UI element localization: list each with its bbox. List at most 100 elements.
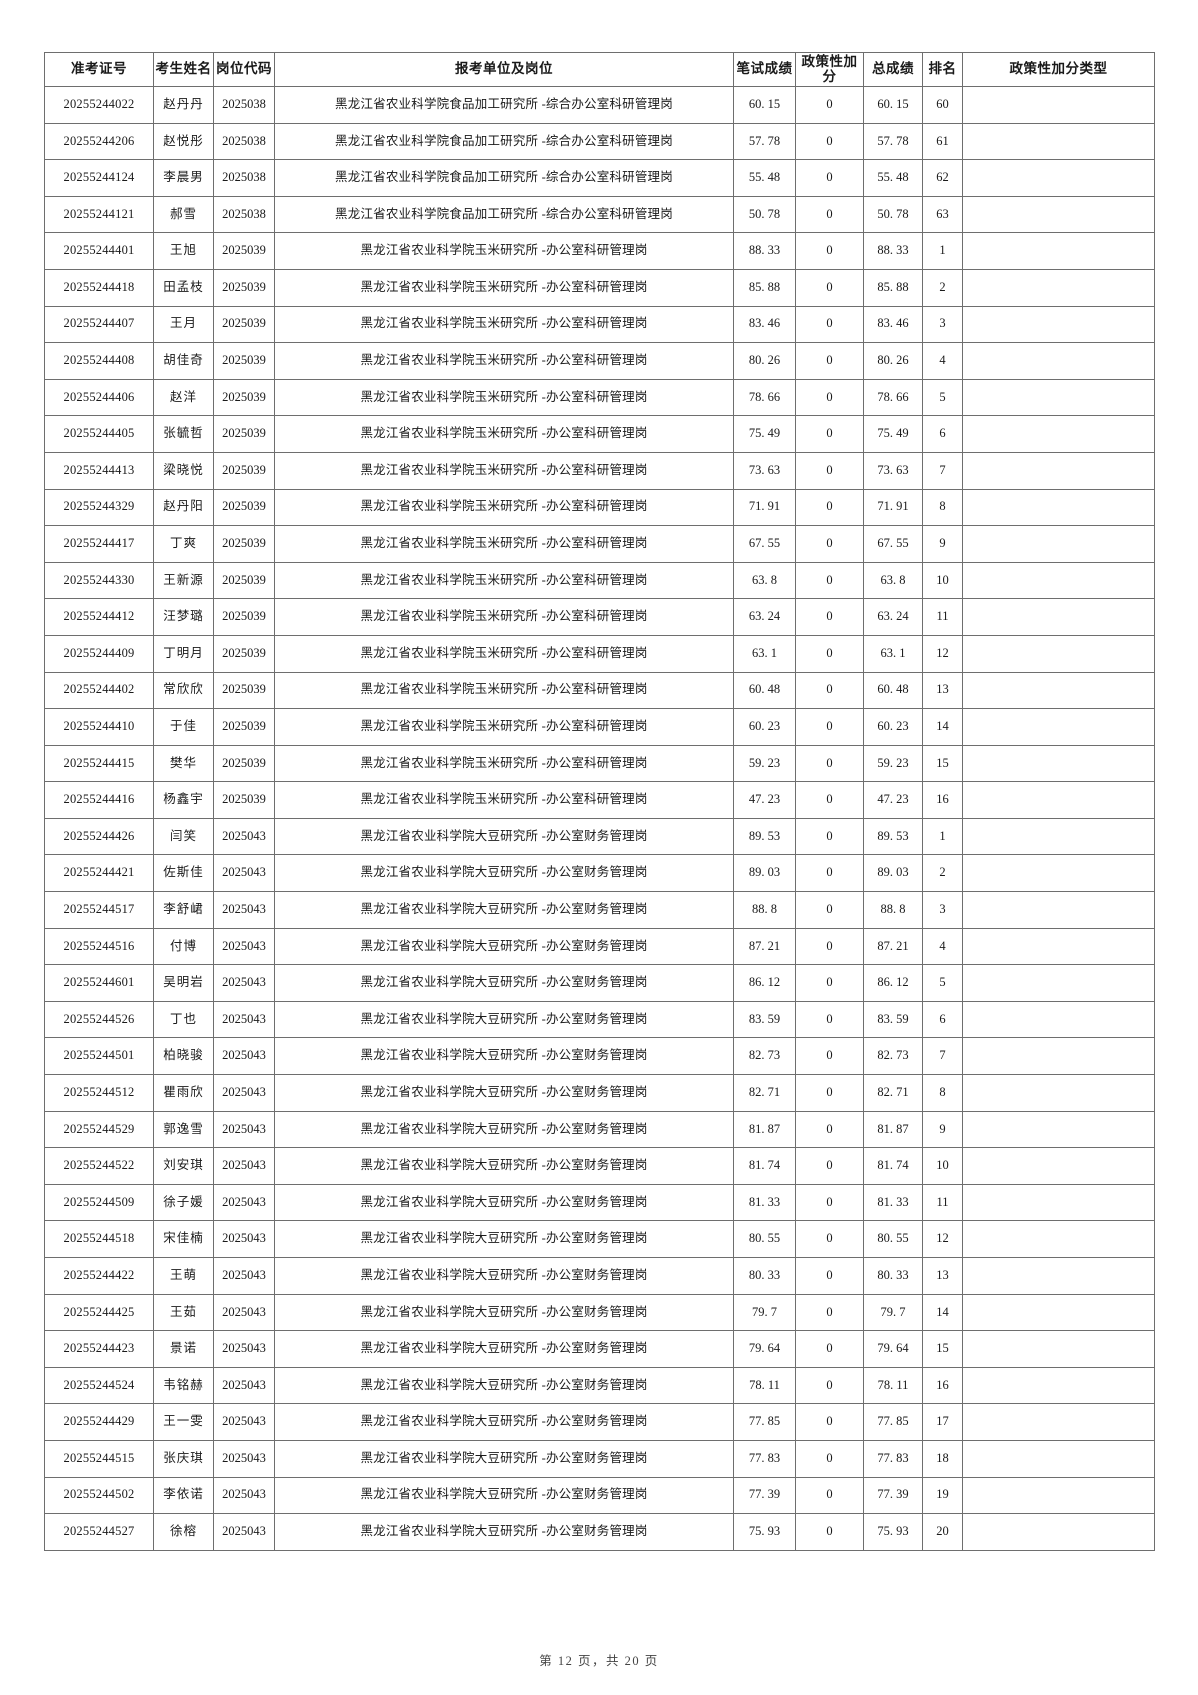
cell-admit-no: 20255244429 (44, 1403, 154, 1441)
cell-total-score: 77. 85 (863, 1403, 923, 1441)
cell-rank: 9 (922, 525, 963, 563)
cell-written-score: 85. 88 (733, 268, 796, 307)
cell-name: 郭逸雪 (153, 1110, 214, 1149)
table-row: 20255244502 李依诺 2025043 黑龙江省农业科学院大豆研究所 -办公室… (44, 1476, 1155, 1515)
cell-policy-bonus: 0 (795, 927, 864, 966)
cell-post-code: 2025039 (213, 451, 275, 490)
cell-total-score: 81. 74 (863, 1147, 923, 1185)
cell-post-code: 2025043 (213, 1183, 275, 1222)
cell-policy-type (962, 451, 1155, 490)
table-row: 20255244413 梁晓悦 2025039 黑龙江省农业科学院玉米研究所 -办公室… (44, 451, 1155, 490)
cell-written-score: 73. 63 (733, 451, 796, 490)
cell-rank: 13 (922, 1257, 963, 1295)
cell-post-code: 2025043 (213, 891, 275, 929)
cell-rank: 61 (922, 122, 963, 161)
page-footer: 第 12 页，共 20 页 (539, 1654, 659, 1668)
cell-admit-no: 20255244407 (44, 305, 154, 344)
cell-rank: 14 (922, 1293, 963, 1332)
cell-admit-no: 20255244412 (44, 598, 154, 636)
cell-admit-no: 20255244405 (44, 415, 154, 453)
cell-name: 景诺 (153, 1330, 214, 1368)
cell-name: 李晨男 (153, 159, 214, 197)
cell-policy-bonus: 0 (795, 1257, 864, 1295)
cell-unit-post: 黑龙江省农业科学院大豆研究所 -办公室财务管理岗 (274, 1147, 734, 1185)
cell-rank: 9 (922, 1110, 963, 1149)
cell-name: 于佳 (153, 708, 214, 746)
cell-total-score: 60. 23 (863, 708, 923, 746)
cell-post-code: 2025039 (213, 415, 275, 453)
cell-policy-type (962, 378, 1155, 417)
cell-name: 王茹 (153, 1293, 214, 1332)
cell-admit-no: 20255244413 (44, 451, 154, 490)
cell-policy-type (962, 1439, 1155, 1478)
cell-policy-type (962, 305, 1155, 344)
cell-written-score: 59. 23 (733, 744, 796, 783)
cell-written-score: 67. 55 (733, 525, 796, 563)
column-header-policy-type: 政策性加分类型 (962, 52, 1155, 87)
cell-policy-bonus: 0 (795, 964, 864, 1002)
cell-post-code: 2025039 (213, 232, 275, 270)
cell-policy-type (962, 1403, 1155, 1441)
cell-unit-post: 黑龙江省农业科学院食品加工研究所 -综合办公室科研管理岗 (274, 86, 734, 124)
cell-rank: 19 (922, 1476, 963, 1515)
column-header-written-score: 笔试成绩 (733, 52, 796, 87)
cell-unit-post: 黑龙江省农业科学院玉米研究所 -办公室科研管理岗 (274, 561, 734, 600)
cell-name: 付博 (153, 927, 214, 966)
cell-post-code: 2025038 (213, 86, 275, 124)
table-row: 20255244524 韦铭赫 2025043 黑龙江省农业科学院大豆研究所 -办公室… (44, 1366, 1155, 1405)
cell-unit-post: 黑龙江省农业科学院玉米研究所 -办公室科研管理岗 (274, 342, 734, 380)
cell-unit-post: 黑龙江省农业科学院玉米研究所 -办公室科研管理岗 (274, 781, 734, 819)
cell-policy-bonus: 0 (795, 561, 864, 600)
cell-written-score: 60. 48 (733, 671, 796, 710)
cell-policy-bonus: 0 (795, 1439, 864, 1478)
cell-post-code: 2025039 (213, 305, 275, 344)
cell-total-score: 89. 03 (863, 854, 923, 893)
cell-policy-type (962, 671, 1155, 710)
cell-policy-type (962, 159, 1155, 197)
column-header-unit-post: 报考单位及岗位 (274, 52, 734, 87)
cell-policy-bonus: 0 (795, 1183, 864, 1222)
cell-policy-bonus: 0 (795, 854, 864, 893)
cell-name: 丁爽 (153, 525, 214, 563)
cell-written-score: 78. 66 (733, 378, 796, 417)
table-header-row: 准考证号 考生姓名 岗位代码 报考单位及岗位 笔试成绩 政策性加分 总成绩 排名… (44, 52, 1155, 87)
cell-policy-bonus: 0 (795, 268, 864, 307)
cell-admit-no: 20255244124 (44, 159, 154, 197)
cell-rank: 13 (922, 671, 963, 710)
cell-rank: 3 (922, 891, 963, 929)
cell-rank: 7 (922, 451, 963, 490)
cell-policy-type (962, 525, 1155, 563)
cell-post-code: 2025043 (213, 1074, 275, 1112)
table-row: 20255244402 常欣欣 2025039 黑龙江省农业科学院玉米研究所 -办公室… (44, 671, 1155, 710)
score-table-container: 准考证号 考生姓名 岗位代码 报考单位及岗位 笔试成绩 政策性加分 总成绩 排名… (44, 52, 1155, 1551)
cell-policy-type (962, 781, 1155, 819)
cell-name: 赵丹阳 (153, 488, 214, 527)
cell-admit-no: 20255244416 (44, 781, 154, 819)
cell-post-code: 2025039 (213, 708, 275, 746)
cell-unit-post: 黑龙江省农业科学院玉米研究所 -办公室科研管理岗 (274, 451, 734, 490)
cell-total-score: 79. 64 (863, 1330, 923, 1368)
cell-total-score: 50. 78 (863, 195, 923, 234)
cell-total-score: 77. 39 (863, 1476, 923, 1515)
cell-policy-type (962, 86, 1155, 124)
cell-policy-type (962, 195, 1155, 234)
cell-admit-no: 20255244527 (44, 1513, 154, 1551)
column-header-post-code: 岗位代码 (213, 52, 275, 87)
cell-total-score: 88. 33 (863, 232, 923, 270)
cell-total-score: 75. 49 (863, 415, 923, 453)
table-row: 20255244330 王新源 2025039 黑龙江省农业科学院玉米研究所 -办公室… (44, 561, 1155, 600)
cell-name: 瞿雨欣 (153, 1074, 214, 1112)
cell-unit-post: 黑龙江省农业科学院玉米研究所 -办公室科研管理岗 (274, 634, 734, 673)
cell-admit-no: 20255244423 (44, 1330, 154, 1368)
table-row: 20255244425 王茹 2025043 黑龙江省农业科学院大豆研究所 -办公室财… (44, 1293, 1155, 1332)
cell-name: 郝雪 (153, 195, 214, 234)
cell-unit-post: 黑龙江省农业科学院大豆研究所 -办公室财务管理岗 (274, 891, 734, 929)
cell-policy-bonus: 0 (795, 598, 864, 636)
cell-rank: 6 (922, 415, 963, 453)
cell-total-score: 82. 73 (863, 1037, 923, 1076)
cell-policy-type (962, 1476, 1155, 1515)
cell-admit-no: 20255244401 (44, 232, 154, 270)
cell-total-score: 78. 11 (863, 1366, 923, 1405)
cell-policy-type (962, 1183, 1155, 1222)
cell-name: 王月 (153, 305, 214, 344)
